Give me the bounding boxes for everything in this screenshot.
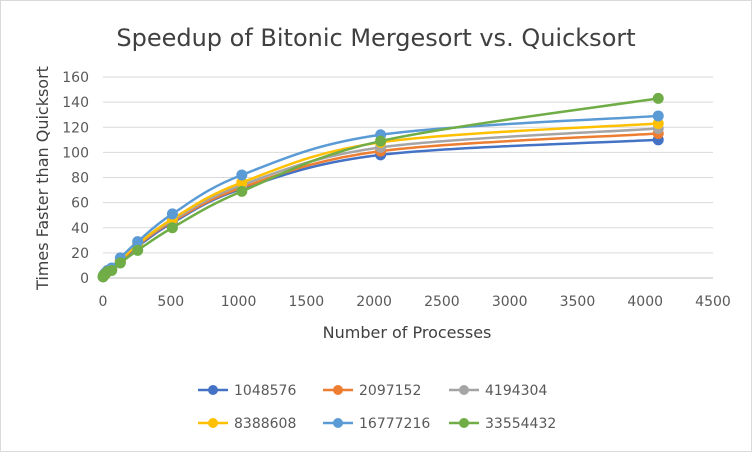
data-point: [375, 135, 387, 147]
x-tick-label: 4500: [695, 294, 731, 310]
data-point: [236, 169, 248, 181]
y-tick-label: 60: [71, 196, 89, 212]
legend-item: 8388608: [198, 416, 296, 432]
chart-title: Speedup of Bitonic Mergesort vs. Quickso…: [116, 24, 635, 52]
data-point: [106, 264, 118, 276]
y-tick-label: 0: [80, 271, 89, 287]
x-tick-label: 4000: [627, 294, 663, 310]
y-tick-label: 140: [62, 95, 89, 111]
legend-label: 2097152: [359, 383, 421, 399]
legend-label: 8388608: [234, 416, 296, 432]
x-tick-label: 2500: [424, 294, 460, 310]
series-line: [101, 97, 660, 278]
legend-marker: [208, 418, 218, 428]
y-tick-label: 160: [62, 70, 89, 86]
y-tick-label: 100: [62, 145, 89, 161]
series-layer: [97, 92, 664, 283]
legend-item: 33554432: [449, 416, 556, 432]
legend-marker: [333, 418, 343, 428]
x-tick-label: 500: [157, 294, 184, 310]
data-point: [166, 208, 178, 220]
legend-label: 16777216: [359, 416, 430, 432]
x-tick-label: 3000: [492, 294, 528, 310]
y-tick-label: 20: [71, 246, 89, 262]
y-axis-title: Times Faster than Quicksort: [33, 66, 52, 291]
gridlines: [103, 76, 713, 279]
legend-item: 1048576: [198, 383, 296, 399]
legend-marker: [459, 418, 469, 428]
x-tick-label: 0: [99, 294, 108, 310]
legend-label: 4194304: [485, 383, 547, 399]
data-point: [114, 257, 126, 269]
y-tick-label: 40: [71, 221, 89, 237]
x-axis-ticks: 0 500 1000 1500 2000 2500 3000 3500 4000 4500: [99, 294, 731, 310]
data-point: [652, 92, 664, 104]
data-point: [236, 185, 248, 197]
legend-marker: [459, 385, 469, 395]
x-tick-label: 2000: [356, 294, 392, 310]
legend-item: 16777216: [323, 416, 430, 432]
data-point: [132, 244, 144, 256]
legend-item: 2097152: [323, 383, 421, 399]
legend-label: 33554432: [485, 416, 556, 432]
y-tick-label: 80: [71, 171, 89, 187]
legend-item: 4194304: [449, 383, 547, 399]
legend-marker: [208, 385, 218, 395]
legend-marker: [333, 385, 343, 395]
data-point: [166, 222, 178, 234]
x-tick-label: 1000: [221, 294, 257, 310]
series-33554432: [97, 92, 664, 283]
legend: 1048576 2097152 4194304 8388608 16777216 3355…: [198, 383, 556, 432]
x-tick-label: 1500: [289, 294, 325, 310]
data-point: [652, 110, 664, 122]
y-tick-label: 120: [62, 120, 89, 136]
x-axis-title: Number of Processes: [323, 323, 492, 342]
legend-label: 1048576: [234, 383, 296, 399]
x-tick-label: 3500: [560, 294, 596, 310]
y-axis-ticks: 0 20 40 60 80 100 120 140 160: [62, 70, 89, 287]
